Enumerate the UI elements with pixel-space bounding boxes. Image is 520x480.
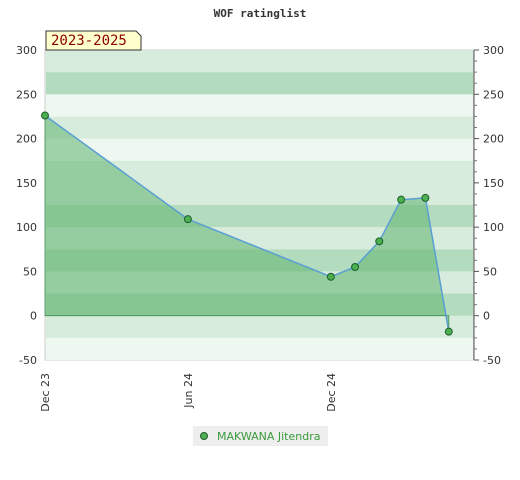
data-point: [375, 237, 384, 246]
y-axis-right: -50 0 50 100 150 200 250 300: [473, 44, 504, 367]
band: [46, 72, 473, 95]
data-point: [444, 327, 453, 336]
y-tick-label-right: 0: [483, 310, 490, 323]
x-tick-label: Jun 24: [182, 373, 195, 409]
y-tick-label-left: 50: [23, 265, 37, 278]
y-tick-label-left: 300: [16, 44, 37, 57]
legend-label[interactable]: MAKWANA Jitendra: [217, 430, 321, 443]
y-tick-label-left: 250: [16, 88, 37, 101]
band: [46, 160, 473, 183]
y-axis-left: -50 0 50 100 150 200 250 300: [16, 44, 37, 367]
x-tick-label: Dec 24: [325, 373, 338, 412]
y-tick-label-right: 100: [483, 221, 504, 234]
y-tick-label-left: 0: [30, 310, 37, 323]
y-tick-label-right: 250: [483, 88, 504, 101]
y-tick-label-right: 150: [483, 177, 504, 190]
data-point: [421, 193, 430, 202]
band: [46, 337, 473, 360]
band: [46, 138, 473, 161]
y-tick-label-right: 300: [483, 44, 504, 57]
band: [46, 315, 473, 338]
y-tick-label-left: -50: [19, 354, 37, 367]
data-point: [397, 195, 406, 204]
y-tick-label-right: 50: [483, 265, 497, 278]
y-tick-label-left: 200: [16, 133, 37, 146]
season-label: 2023-2025: [51, 33, 127, 49]
y-tick-label-left: 150: [16, 177, 37, 190]
data-point: [41, 111, 49, 120]
x-tick-label: Dec 23: [39, 373, 52, 412]
season-badge-box: [45, 30, 142, 51]
chart-title: WOF ratinglist: [214, 7, 307, 20]
legend-marker: [200, 432, 208, 440]
legend[interactable]: MAKWANA Jitendra: [193, 426, 328, 446]
band: [46, 116, 473, 139]
legend-box: [193, 426, 328, 446]
data-point: [326, 272, 335, 281]
y-tick-label-right: 200: [483, 133, 504, 146]
y-tick-label-left: 100: [16, 221, 37, 234]
season-badge: 2023-2025: [45, 30, 142, 51]
band: [46, 50, 473, 73]
rating-markers: [41, 111, 453, 336]
y-tick-label-right: -50: [483, 354, 501, 367]
data-point: [183, 215, 192, 224]
band: [46, 94, 473, 117]
series-line: [44, 114, 450, 332]
x-axis: Dec 23 Jun 24 Dec 24: [39, 373, 338, 412]
data-point: [351, 263, 360, 271]
